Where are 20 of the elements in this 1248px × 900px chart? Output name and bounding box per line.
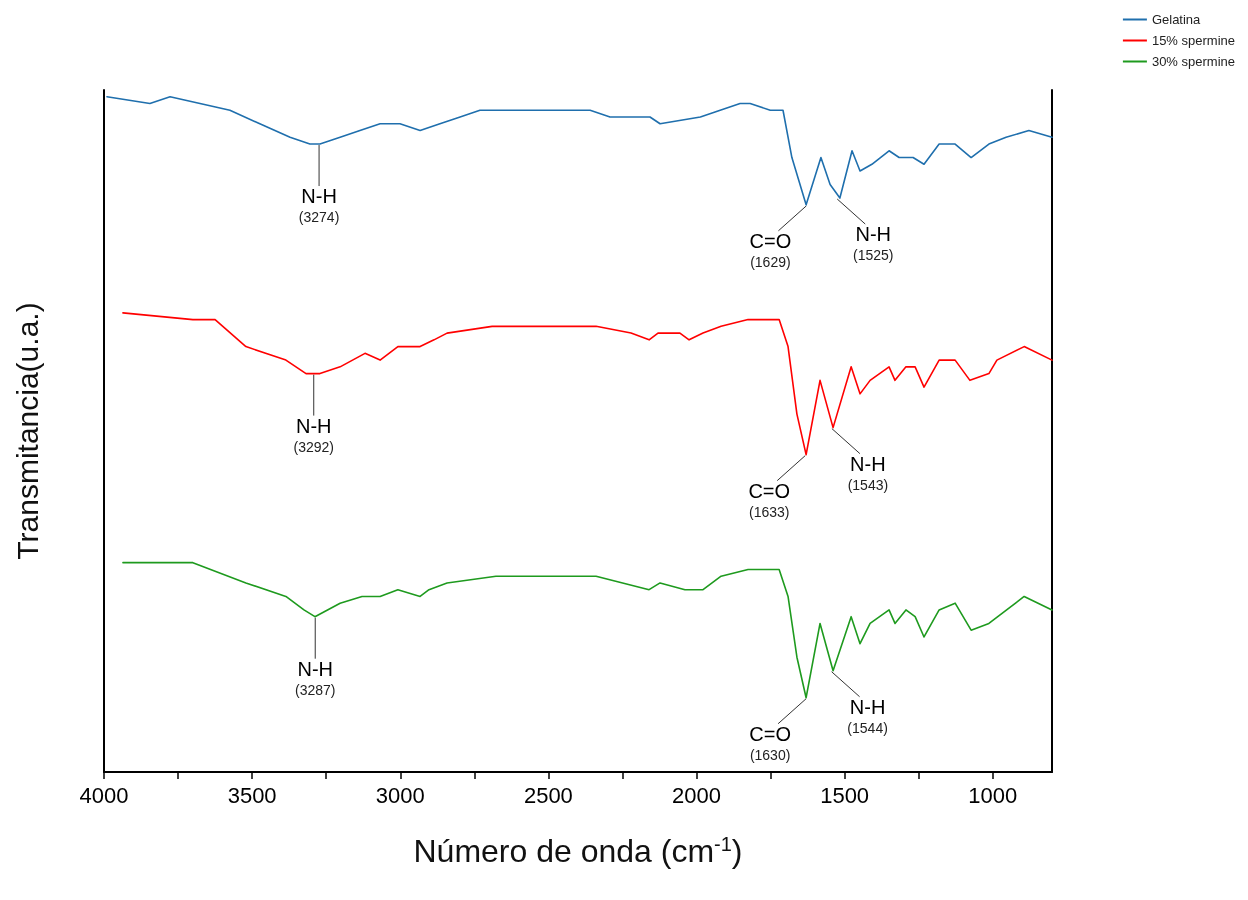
- x-tick-label: 3000: [375, 782, 425, 808]
- annotation: C=O (1629): [749, 229, 792, 270]
- y-axis-title: Transmitancia(u.a.): [10, 302, 44, 560]
- annotation: N-H (1525): [852, 223, 894, 264]
- x-tick-label: 3500: [227, 782, 277, 808]
- x-tick-label: 2500: [523, 782, 573, 808]
- annotation: C=O (1630): [749, 722, 791, 763]
- annotation: N-H (1544): [847, 695, 888, 736]
- annotation: N-H (1543): [847, 452, 889, 493]
- legend-label: 15% spermine: [1151, 33, 1236, 48]
- x-tick-label: 1500: [820, 782, 870, 808]
- x-tick-label: 2000: [672, 782, 721, 808]
- annotation: N-H (3287): [294, 657, 336, 698]
- annotation: N-H (3292): [293, 414, 334, 455]
- x-tick-label: 1000: [968, 782, 1018, 808]
- legend-label: Gelatina: [1151, 12, 1202, 27]
- annotation: C=O (1633): [748, 479, 791, 520]
- annotation: N-H (3274): [298, 185, 340, 226]
- legend-label: 30% spermine: [1151, 54, 1236, 69]
- x-tick-label: 4000: [79, 782, 129, 808]
